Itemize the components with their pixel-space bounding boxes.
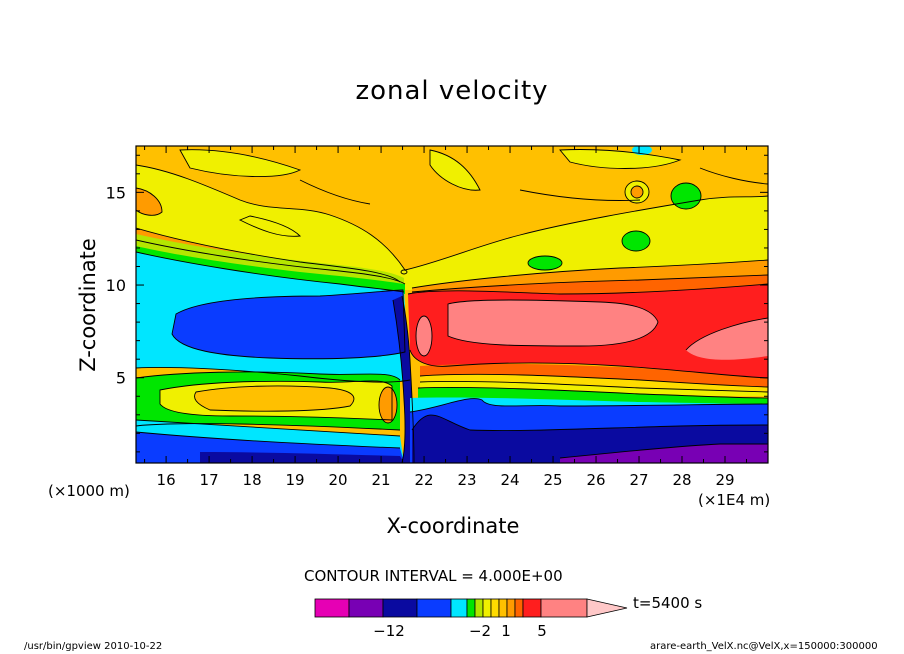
colorbar-segment-10: [506, 598, 516, 618]
y-tick-label-5: 5: [116, 369, 126, 388]
colorbar-label-m2: −2: [468, 622, 492, 640]
colorbar-segment-1: [348, 598, 384, 618]
region-yellow-patch-3: [430, 150, 480, 191]
region-green-blob-2: [622, 231, 650, 251]
x-ticks: [144, 146, 748, 463]
x-tick-label-18: 18: [243, 471, 262, 489]
colorbar-segment-7: [482, 598, 492, 618]
x-tick-label-17: 17: [200, 471, 219, 489]
colorbar-segment-11: [514, 598, 524, 618]
x-tick-labels: 16 17 18 19 20 21 22 23 24 25 26 27 28 29: [157, 471, 735, 489]
y-tick-label-15: 15: [106, 183, 126, 202]
colorbar-segment-2: [382, 598, 418, 618]
y-tick-labels: 5 10 15: [106, 183, 126, 387]
region-jet-core-pink-3: [416, 316, 432, 356]
y-ticks: [136, 154, 768, 453]
region-left-lens-core: [379, 387, 397, 423]
time-label: t=5400 s: [633, 594, 703, 612]
region-shear-darkblue: [393, 296, 414, 463]
plot-frame: [135, 145, 769, 464]
region-bottom-purple: [560, 444, 768, 463]
footer-left: /usr/bin/gpview 2010-10-22: [24, 641, 163, 652]
colorbar-segment-12: [522, 598, 542, 618]
contour-interval: CONTOUR INTERVAL = 4.000E+00: [304, 567, 563, 585]
x-tick-label-26: 26: [586, 471, 605, 489]
x-tick-label-23: 23: [458, 471, 477, 489]
x-tick-label-20: 20: [329, 471, 348, 489]
colorbar-segment-9: [498, 598, 508, 618]
colorbar-label-m12: −12: [373, 622, 405, 640]
region-lower-darkblue-left: [200, 452, 404, 463]
colorbar-label-5: 5: [537, 622, 547, 640]
chart-title: zonal velocity: [355, 76, 549, 106]
region-yellow-patch-2: [560, 149, 680, 169]
colorbar-segment-0: [314, 598, 350, 618]
x-unit-left: (×1000 m): [48, 482, 130, 500]
footer-right: arare-earth_VelX.nc@VelX,x=150000:300000: [650, 641, 878, 652]
x-tick-label-19: 19: [286, 471, 305, 489]
x-tick-label-25: 25: [543, 471, 562, 489]
colorbar-segment-3: [416, 598, 452, 618]
contour-lines: [136, 149, 768, 463]
x-unit-right: (×1E4 m): [698, 491, 771, 509]
colorbar: [314, 598, 628, 618]
colorbar-segment-8: [490, 598, 500, 618]
region-lightgreen-band-left: [136, 234, 404, 284]
colorbar-label-1: 1: [501, 622, 511, 640]
region-left-lens-orange: [194, 385, 354, 412]
region-yellow-patch-1: [180, 149, 300, 177]
x-tick-label-16: 16: [157, 471, 176, 489]
x-tick-label-22: 22: [415, 471, 434, 489]
colorbar-arrow: [586, 598, 628, 618]
region-green-blob-1: [671, 183, 701, 209]
colorbar-segment-13: [540, 598, 588, 618]
x-tick-label-28: 28: [672, 471, 691, 489]
colorbar-segment-4: [450, 598, 468, 618]
y-tick-label-10: 10: [106, 276, 126, 295]
x-tick-label-27: 27: [629, 471, 648, 489]
region-orange-left-patch: [136, 188, 162, 216]
x-tick-label-29: 29: [715, 471, 734, 489]
x-tick-label-21: 21: [372, 471, 391, 489]
colorbar-segment-6: [474, 598, 484, 618]
contour-field: [136, 146, 768, 463]
region-left-blue-jet: [172, 290, 405, 359]
region-orange-blob-5: [631, 186, 643, 198]
region-green-blob-3: [528, 256, 562, 270]
x-axis-label: X-coordinate: [386, 514, 520, 538]
region-jet-core-pink-2: [686, 318, 768, 360]
colorbar-segment-5: [466, 598, 476, 618]
region-yellow-band: [136, 165, 768, 290]
x-tick-label-24: 24: [500, 471, 519, 489]
region-jet-core-pink: [448, 300, 658, 346]
y-axis-label: Z-coordinate: [76, 238, 100, 372]
